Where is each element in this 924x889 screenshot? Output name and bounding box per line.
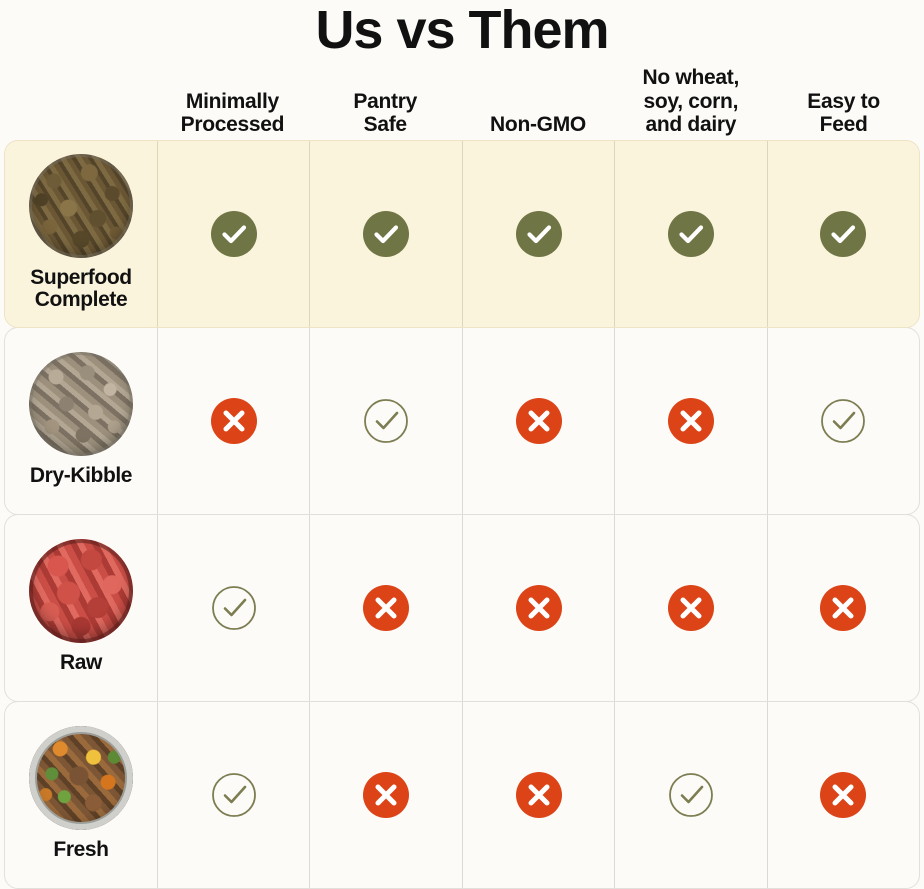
check-filled-icon (820, 210, 867, 257)
cell-easy-to-feed (766, 327, 919, 514)
product-label-line: Complete (34, 288, 128, 312)
product-cell: Dry-Kibble (5, 328, 157, 514)
header-line: Non-GMO (490, 113, 586, 137)
table-row: Fresh (4, 700, 920, 889)
check-filled-icon (667, 210, 714, 257)
header-cell-no-wheat-soy-corn-dairy: No wheat, soy, corn, and dairy (614, 66, 767, 141)
check-filled-icon (515, 210, 562, 257)
cross-filled-icon (515, 397, 562, 444)
product-label-line: Dry-Kibble (29, 463, 133, 487)
cross-filled-icon (667, 397, 714, 444)
product-label-line: Raw (60, 650, 102, 674)
table-header-row: Minimally Processed Pantry Safe Non-GMO … (4, 59, 920, 141)
cell-non-gmo (461, 140, 614, 327)
check-outline-icon (363, 398, 409, 444)
table-row: Raw (4, 513, 920, 702)
header-line: Pantry (353, 89, 417, 113)
cross-filled-icon (363, 584, 410, 631)
header-cell-non-gmo: Non-GMO (462, 113, 615, 141)
product-label: Fresh (53, 837, 109, 862)
product-cell: Fresh (5, 702, 157, 888)
cell-no-wheat-soy-corn-dairy (614, 140, 766, 327)
header-line: Processed (180, 113, 285, 137)
check-filled-icon (210, 210, 257, 257)
cell-minimally-processed (157, 514, 309, 701)
product-cell: Superfood Complete (5, 141, 157, 327)
cell-easy-to-feed (766, 140, 919, 327)
check-outline-icon (668, 772, 714, 818)
product-label-line: Superfood (30, 265, 132, 289)
product-cell: Raw (5, 515, 157, 701)
check-outline-icon (211, 585, 257, 631)
check-outline-icon (820, 398, 866, 444)
cell-pantry-safe (309, 514, 461, 701)
cell-minimally-processed (157, 327, 309, 514)
cell-pantry-safe (309, 701, 461, 888)
cross-filled-icon (515, 584, 562, 631)
cross-filled-icon (515, 771, 562, 818)
cross-filled-icon (667, 584, 714, 631)
header-cell-easy-to-feed: Easy to Feed (767, 90, 920, 141)
cell-no-wheat-soy-corn-dairy (614, 327, 766, 514)
cell-easy-to-feed (766, 701, 919, 888)
superfood-bowl-icon (29, 153, 133, 258)
product-label: Dry-Kibble (29, 463, 133, 488)
product-label-line: Fresh (53, 837, 109, 861)
page-title: Us vs Them (315, 0, 609, 60)
raw-bowl-icon (29, 538, 133, 643)
header-line: No wheat, (642, 66, 740, 90)
cross-filled-icon (820, 584, 867, 631)
cell-non-gmo (461, 327, 614, 514)
header-line: Feed (819, 113, 868, 137)
cross-filled-icon (210, 397, 257, 444)
check-filled-icon (363, 210, 410, 257)
header-cell-pantry-safe: Pantry Safe (309, 90, 462, 141)
header-cell-minimally-processed: Minimally Processed (156, 90, 309, 141)
dry-kibble-bowl-icon (29, 351, 133, 456)
fresh-bowl-icon (29, 725, 133, 830)
cell-pantry-safe (309, 327, 461, 514)
cell-non-gmo (461, 514, 614, 701)
cross-filled-icon (820, 771, 867, 818)
cell-non-gmo (461, 701, 614, 888)
header-line: Easy to (807, 89, 880, 113)
cell-no-wheat-soy-corn-dairy (614, 701, 766, 888)
cell-minimally-processed (157, 140, 309, 327)
table-row: Dry-Kibble (4, 326, 920, 515)
table-row: Superfood Complete (4, 139, 920, 328)
header-line: soy, corn, (643, 89, 739, 113)
comparison-table: Minimally Processed Pantry Safe Non-GMO … (4, 59, 920, 889)
header-line: Minimally (185, 89, 279, 113)
product-label: Superfood Complete (30, 265, 132, 312)
header-line: and dairy (645, 113, 737, 137)
cell-easy-to-feed (766, 514, 919, 701)
check-outline-icon (211, 772, 257, 818)
cross-filled-icon (363, 771, 410, 818)
cell-no-wheat-soy-corn-dairy (614, 514, 766, 701)
cell-minimally-processed (157, 701, 309, 888)
product-label: Raw (60, 650, 102, 675)
cell-pantry-safe (309, 140, 461, 327)
header-line: Safe (363, 113, 407, 137)
